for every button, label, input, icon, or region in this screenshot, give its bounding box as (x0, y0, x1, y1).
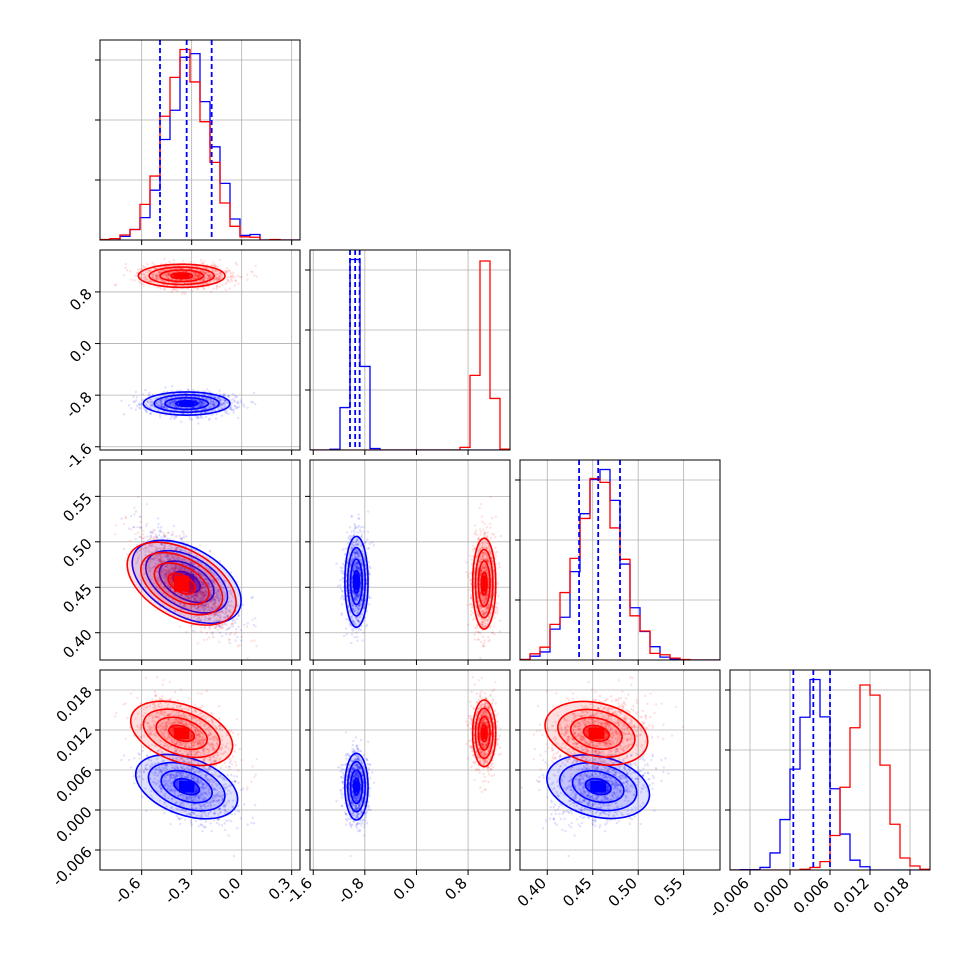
panel-p2-p2 (515, 459, 721, 665)
x-tick-label-p2: 0.55 (650, 874, 686, 910)
panel-p1-p3 (305, 669, 511, 875)
blue-histogram-p1 (310, 258, 510, 450)
panel-p1-p1 (305, 249, 511, 455)
blue-density-peak (590, 780, 607, 793)
x-tick-label-p1: -0.8 (334, 874, 367, 907)
y-tick-label-p3: -0.006 (49, 843, 96, 890)
x-tick-label-p0: 0.0 (215, 874, 245, 904)
panel-p0-p1 (95, 249, 301, 455)
panel-background (310, 250, 510, 450)
panel-p2-p3 (515, 669, 721, 875)
red-density-peak (174, 575, 190, 592)
red-density-peak (482, 575, 487, 592)
panel-frame (519, 459, 721, 661)
y-tick-label-p3: 0.018 (53, 683, 96, 726)
red-histogram-p2 (520, 477, 720, 660)
panel-frame (99, 39, 301, 241)
blue-density-peak (179, 780, 195, 793)
panel-content (100, 40, 300, 240)
blue-histogram-p3 (730, 678, 930, 870)
x-tick-label-p3: 0.018 (870, 874, 913, 917)
blue-density-peak (354, 780, 359, 793)
blue-density-peak (354, 573, 359, 590)
panel-p3-p3 (725, 669, 931, 875)
panel-frame (309, 459, 511, 661)
panel-content (520, 670, 720, 870)
red-density-peak (174, 727, 190, 740)
panel-content (310, 670, 510, 870)
panel-content (730, 670, 930, 870)
x-tick-label-p2: 0.40 (514, 874, 550, 910)
panel-content (310, 250, 510, 450)
x-tick-label-p0: -0.3 (161, 874, 194, 907)
x-tick-label-p1: 0.0 (390, 874, 420, 904)
red-density-peak (588, 727, 605, 740)
y-tick-label-p2: 0.55 (59, 489, 95, 525)
panel-frame (309, 249, 511, 451)
y-tick-label-p1: 0.8 (66, 285, 96, 315)
panel-content (520, 460, 720, 660)
red-histogram-p3 (730, 684, 930, 870)
blue-density-peak (179, 401, 195, 406)
panel-p1-p2 (305, 459, 511, 665)
panel-content (310, 460, 510, 660)
y-tick-label-p2: 0.45 (59, 580, 95, 616)
panel-p0-p0 (95, 39, 301, 245)
y-tick-label-p3: 0.000 (53, 803, 96, 846)
y-tick-label-p3: 0.012 (53, 723, 96, 766)
panel-p0-p3 (95, 669, 301, 875)
panel-content (100, 250, 300, 450)
x-tick-label-p1: 0.8 (441, 874, 471, 904)
red-density-peak (174, 273, 190, 278)
panel-content (100, 460, 300, 660)
x-tick-label-p3: 0.006 (790, 874, 833, 917)
panel-p0-p2 (95, 459, 301, 665)
x-tick-label-p2: 0.50 (605, 874, 641, 910)
panel-content (100, 670, 300, 870)
x-tick-label-p2: 0.45 (559, 874, 595, 910)
x-tick-label-p3: 0.012 (830, 874, 873, 917)
panel-frame (99, 459, 301, 661)
y-tick-label-p1: -1.6 (62, 440, 95, 473)
panel-frame (99, 249, 301, 451)
x-tick-label-p3: -0.006 (706, 874, 753, 921)
red-histogram-p0 (100, 48, 300, 240)
red-histogram-p1 (310, 260, 510, 450)
red-density-peak (482, 727, 487, 740)
y-tick-label-p3: 0.006 (53, 763, 96, 806)
x-tick-label-p0: -0.6 (111, 874, 144, 907)
panel-background (310, 460, 510, 660)
y-tick-label-p2: 0.50 (59, 535, 95, 571)
y-tick-label-p1: 0.0 (66, 336, 96, 366)
y-tick-label-p1: -0.8 (62, 388, 95, 421)
y-tick-label-p2: 0.40 (59, 626, 95, 662)
x-tick-label-p1: -1.6 (283, 874, 316, 907)
x-tick-label-p3: 0.000 (750, 874, 793, 917)
